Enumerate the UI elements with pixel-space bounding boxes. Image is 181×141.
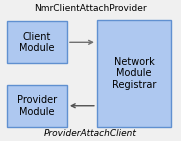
Text: ProviderAttachClient: ProviderAttachClient: [44, 129, 137, 138]
Text: Provider
Module: Provider Module: [17, 95, 57, 117]
Text: NmrClientAttachProvider: NmrClientAttachProvider: [34, 4, 147, 13]
Text: Network
Module
Registrar: Network Module Registrar: [112, 57, 156, 90]
FancyBboxPatch shape: [7, 21, 67, 63]
FancyBboxPatch shape: [7, 85, 67, 127]
FancyBboxPatch shape: [97, 20, 171, 127]
Text: Client
Module: Client Module: [19, 31, 55, 53]
